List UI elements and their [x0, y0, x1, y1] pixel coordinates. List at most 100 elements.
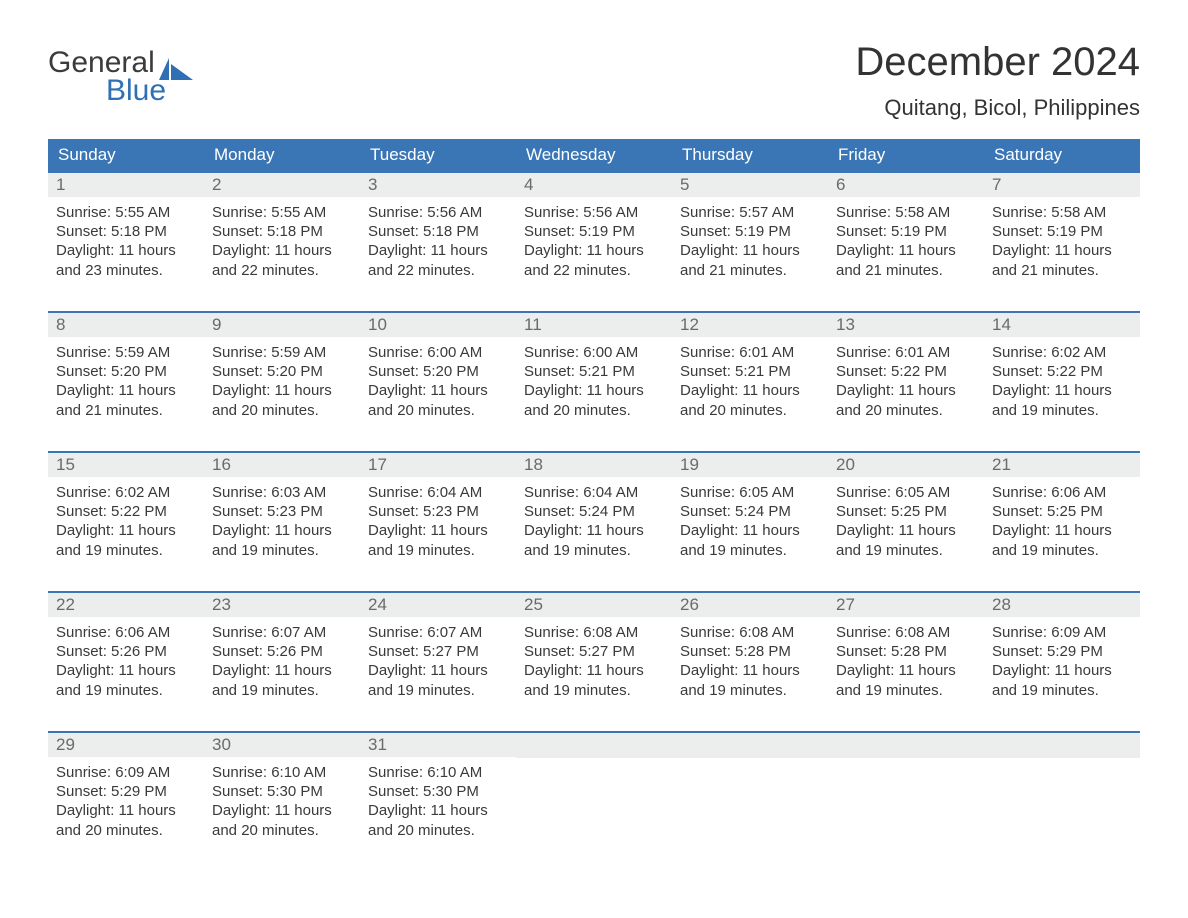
day-cell: 5Sunrise: 5:57 AMSunset: 5:19 PMDaylight…: [672, 172, 828, 312]
day-cell: 25Sunrise: 6:08 AMSunset: 5:27 PMDayligh…: [516, 592, 672, 732]
day-details: Sunrise: 5:58 AMSunset: 5:19 PMDaylight:…: [984, 197, 1140, 292]
day-cell: 3Sunrise: 5:56 AMSunset: 5:18 PMDaylight…: [360, 172, 516, 312]
week-row: 22Sunrise: 6:06 AMSunset: 5:26 PMDayligh…: [48, 592, 1140, 732]
day-cell: 28Sunrise: 6:09 AMSunset: 5:29 PMDayligh…: [984, 592, 1140, 732]
day-details: Sunrise: 6:01 AMSunset: 5:21 PMDaylight:…: [672, 337, 828, 432]
day-number: 15: [48, 453, 204, 477]
day-cell: [984, 732, 1140, 872]
day-cell: 18Sunrise: 6:04 AMSunset: 5:24 PMDayligh…: [516, 452, 672, 592]
day-details: Sunrise: 6:08 AMSunset: 5:28 PMDaylight:…: [672, 617, 828, 712]
day-number: 19: [672, 453, 828, 477]
day-number: 1: [48, 173, 204, 197]
day-cell: 13Sunrise: 6:01 AMSunset: 5:22 PMDayligh…: [828, 312, 984, 452]
day-details: Sunrise: 6:03 AMSunset: 5:23 PMDaylight:…: [204, 477, 360, 572]
dow-header-row: SundayMondayTuesdayWednesdayThursdayFrid…: [48, 139, 1140, 172]
day-cell: [516, 732, 672, 872]
month-title: December 2024: [855, 40, 1140, 85]
day-number: 26: [672, 593, 828, 617]
day-cell: 20Sunrise: 6:05 AMSunset: 5:25 PMDayligh…: [828, 452, 984, 592]
day-number: 23: [204, 593, 360, 617]
brand-logo: General Blue: [48, 40, 193, 106]
day-details: Sunrise: 6:08 AMSunset: 5:27 PMDaylight:…: [516, 617, 672, 712]
day-details: Sunrise: 5:55 AMSunset: 5:18 PMDaylight:…: [48, 197, 204, 292]
day-cell: 31Sunrise: 6:10 AMSunset: 5:30 PMDayligh…: [360, 732, 516, 872]
calendar-table: SundayMondayTuesdayWednesdayThursdayFrid…: [48, 139, 1140, 872]
day-details: Sunrise: 6:09 AMSunset: 5:29 PMDaylight:…: [984, 617, 1140, 712]
day-number: 31: [360, 733, 516, 757]
day-number: 16: [204, 453, 360, 477]
dow-header: Wednesday: [516, 139, 672, 172]
day-cell: 6Sunrise: 5:58 AMSunset: 5:19 PMDaylight…: [828, 172, 984, 312]
day-number: 10: [360, 313, 516, 337]
empty-day-number: [984, 733, 1140, 758]
day-details: Sunrise: 6:07 AMSunset: 5:27 PMDaylight:…: [360, 617, 516, 712]
day-number: 12: [672, 313, 828, 337]
dow-header: Friday: [828, 139, 984, 172]
day-number: 11: [516, 313, 672, 337]
day-number: 27: [828, 593, 984, 617]
day-details: Sunrise: 5:58 AMSunset: 5:19 PMDaylight:…: [828, 197, 984, 292]
day-cell: 4Sunrise: 5:56 AMSunset: 5:19 PMDaylight…: [516, 172, 672, 312]
calendar-body: 1Sunrise: 5:55 AMSunset: 5:18 PMDaylight…: [48, 172, 1140, 872]
day-cell: 21Sunrise: 6:06 AMSunset: 5:25 PMDayligh…: [984, 452, 1140, 592]
day-cell: [672, 732, 828, 872]
day-cell: 17Sunrise: 6:04 AMSunset: 5:23 PMDayligh…: [360, 452, 516, 592]
day-cell: 10Sunrise: 6:00 AMSunset: 5:20 PMDayligh…: [360, 312, 516, 452]
day-number: 29: [48, 733, 204, 757]
day-cell: 23Sunrise: 6:07 AMSunset: 5:26 PMDayligh…: [204, 592, 360, 732]
day-cell: 22Sunrise: 6:06 AMSunset: 5:26 PMDayligh…: [48, 592, 204, 732]
day-details: Sunrise: 6:02 AMSunset: 5:22 PMDaylight:…: [48, 477, 204, 572]
day-details: Sunrise: 6:08 AMSunset: 5:28 PMDaylight:…: [828, 617, 984, 712]
dow-header: Thursday: [672, 139, 828, 172]
day-details: Sunrise: 5:56 AMSunset: 5:19 PMDaylight:…: [516, 197, 672, 292]
day-number: 24: [360, 593, 516, 617]
day-details: Sunrise: 6:00 AMSunset: 5:21 PMDaylight:…: [516, 337, 672, 432]
day-number: 20: [828, 453, 984, 477]
day-cell: 19Sunrise: 6:05 AMSunset: 5:24 PMDayligh…: [672, 452, 828, 592]
day-details: Sunrise: 5:57 AMSunset: 5:19 PMDaylight:…: [672, 197, 828, 292]
day-cell: 30Sunrise: 6:10 AMSunset: 5:30 PMDayligh…: [204, 732, 360, 872]
empty-day-number: [828, 733, 984, 758]
dow-header: Sunday: [48, 139, 204, 172]
day-details: Sunrise: 5:56 AMSunset: 5:18 PMDaylight:…: [360, 197, 516, 292]
day-number: 13: [828, 313, 984, 337]
day-cell: [828, 732, 984, 872]
empty-day-number: [516, 733, 672, 758]
week-row: 15Sunrise: 6:02 AMSunset: 5:22 PMDayligh…: [48, 452, 1140, 592]
day-cell: 27Sunrise: 6:08 AMSunset: 5:28 PMDayligh…: [828, 592, 984, 732]
day-cell: 26Sunrise: 6:08 AMSunset: 5:28 PMDayligh…: [672, 592, 828, 732]
day-number: 7: [984, 173, 1140, 197]
day-cell: 14Sunrise: 6:02 AMSunset: 5:22 PMDayligh…: [984, 312, 1140, 452]
day-cell: 12Sunrise: 6:01 AMSunset: 5:21 PMDayligh…: [672, 312, 828, 452]
day-number: 8: [48, 313, 204, 337]
location: Quitang, Bicol, Philippines: [855, 95, 1140, 121]
day-details: Sunrise: 5:55 AMSunset: 5:18 PMDaylight:…: [204, 197, 360, 292]
week-row: 29Sunrise: 6:09 AMSunset: 5:29 PMDayligh…: [48, 732, 1140, 872]
day-cell: 7Sunrise: 5:58 AMSunset: 5:19 PMDaylight…: [984, 172, 1140, 312]
day-details: Sunrise: 6:04 AMSunset: 5:23 PMDaylight:…: [360, 477, 516, 572]
week-row: 8Sunrise: 5:59 AMSunset: 5:20 PMDaylight…: [48, 312, 1140, 452]
day-details: Sunrise: 6:02 AMSunset: 5:22 PMDaylight:…: [984, 337, 1140, 432]
day-cell: 2Sunrise: 5:55 AMSunset: 5:18 PMDaylight…: [204, 172, 360, 312]
day-details: Sunrise: 6:10 AMSunset: 5:30 PMDaylight:…: [360, 757, 516, 852]
week-row: 1Sunrise: 5:55 AMSunset: 5:18 PMDaylight…: [48, 172, 1140, 312]
day-number: 14: [984, 313, 1140, 337]
day-details: Sunrise: 6:01 AMSunset: 5:22 PMDaylight:…: [828, 337, 984, 432]
empty-day-number: [672, 733, 828, 758]
day-number: 30: [204, 733, 360, 757]
dow-header: Monday: [204, 139, 360, 172]
day-details: Sunrise: 6:07 AMSunset: 5:26 PMDaylight:…: [204, 617, 360, 712]
day-details: Sunrise: 6:06 AMSunset: 5:26 PMDaylight:…: [48, 617, 204, 712]
dow-header: Saturday: [984, 139, 1140, 172]
header: General Blue December 2024 Quitang, Bico…: [48, 40, 1140, 121]
brand-line2: Blue: [48, 76, 193, 106]
day-details: Sunrise: 6:04 AMSunset: 5:24 PMDaylight:…: [516, 477, 672, 572]
day-cell: 29Sunrise: 6:09 AMSunset: 5:29 PMDayligh…: [48, 732, 204, 872]
day-number: 17: [360, 453, 516, 477]
day-details: Sunrise: 6:06 AMSunset: 5:25 PMDaylight:…: [984, 477, 1140, 572]
day-number: 28: [984, 593, 1140, 617]
day-number: 2: [204, 173, 360, 197]
day-number: 21: [984, 453, 1140, 477]
day-details: Sunrise: 6:05 AMSunset: 5:24 PMDaylight:…: [672, 477, 828, 572]
day-number: 5: [672, 173, 828, 197]
